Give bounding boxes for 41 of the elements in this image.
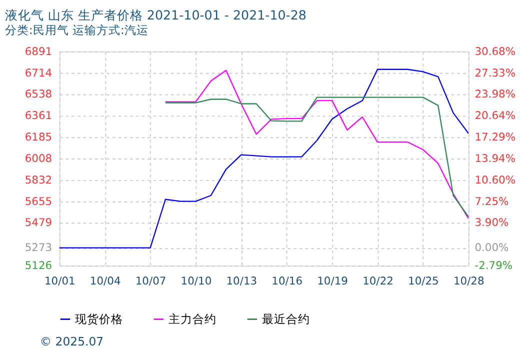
legend-label: 最近合约 [262, 312, 310, 326]
x-tick-label: 10/22 [362, 274, 394, 288]
x-tick-label: 10/04 [90, 274, 121, 288]
x-tick-label: 10/28 [453, 274, 484, 288]
y2-tick-label: -2.79% [474, 259, 513, 272]
y2-tick-label: 3.90% [474, 216, 509, 230]
y-tick-label: 6008 [24, 152, 52, 166]
y2-tick-label: 23.98% [474, 88, 516, 101]
y-tick-label: 6891 [24, 44, 52, 58]
y2-tick-label: 20.64% [474, 109, 516, 122]
y2-tick-label: 10.60% [474, 173, 516, 186]
y2-tick-label: 27.33% [474, 66, 516, 80]
y-tick-label: 6714 [24, 66, 52, 80]
y2-tick-label: 17.29% [474, 130, 516, 144]
x-tick-label: 10/07 [135, 274, 166, 288]
y-tick-label: 5832 [24, 173, 52, 186]
text: © 2025.07 [40, 334, 104, 349]
x-tick-label: 10/25 [408, 274, 439, 288]
x-tick-label: 10/16 [272, 274, 303, 288]
legend-label: 现货价格 [74, 312, 123, 326]
legend-label: 主力合约 [168, 312, 216, 326]
line-series [58, 68, 469, 248]
y-tick-label: 5126 [24, 259, 52, 272]
x-tick-label: 10/10 [180, 274, 212, 288]
y-tick-label: 6361 [24, 109, 52, 122]
y2-tick-label: 7.25% [474, 194, 509, 208]
y-tick-label: 5479 [24, 216, 52, 230]
y2-tick-label: 0.00% [474, 241, 509, 254]
x-tick-label: 10/13 [226, 274, 258, 288]
y-tick-label: 6538 [24, 88, 52, 101]
chart-title: 液化气 山东 生产者价格 2021-10-01 - 2021-10-28 [4, 7, 306, 22]
y2-tick-label: 13.94% [474, 152, 516, 165]
y-tick-label: 5273 [24, 241, 52, 254]
chart-subtitle: 分类:民用气 运输方式:汽运 [4, 22, 148, 37]
y2-tick-label: 30.68% [474, 44, 516, 58]
x-tick-label: 10/01 [44, 274, 76, 288]
line-series [164, 70, 469, 219]
y-tick-label: 6185 [24, 130, 52, 144]
x-tick-label: 10/19 [317, 274, 348, 288]
y-tick-label: 5655 [24, 194, 52, 208]
line-series [164, 96, 469, 218]
